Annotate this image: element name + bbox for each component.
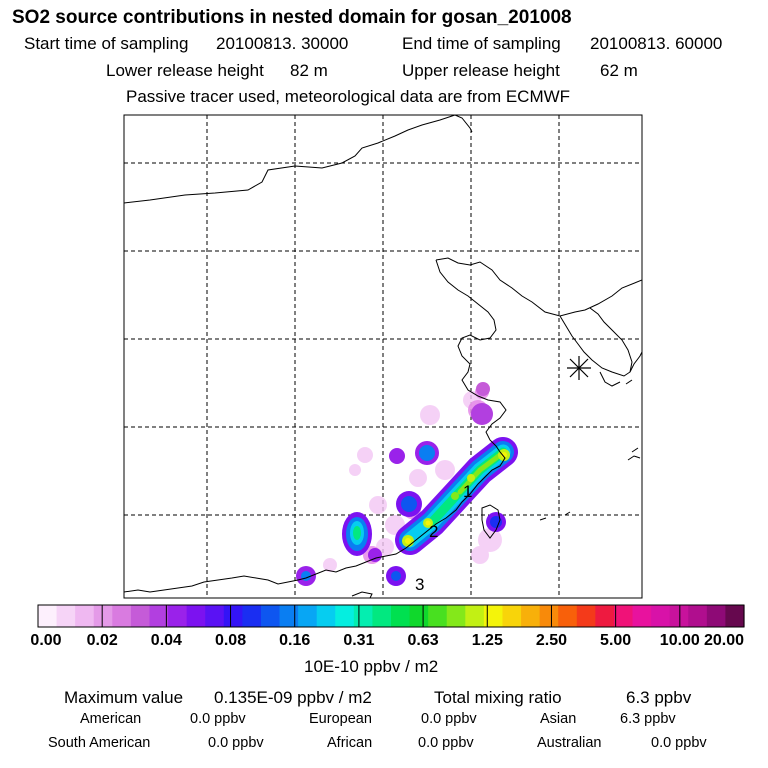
- colorbar-swatch: [539, 605, 559, 627]
- colorbar-tick-label: 0.16: [279, 632, 311, 649]
- region-south-american-value: 0.0 ppbv: [208, 735, 264, 751]
- colorbar-tick-label: 0.00: [30, 632, 62, 649]
- colorbar-swatch: [483, 605, 504, 627]
- start-time-label: Start time of sampling: [24, 34, 189, 53]
- colorbar-swatch: [186, 605, 206, 627]
- colorbar-swatch: [93, 605, 113, 627]
- colorbar-tick-label: 0.08: [214, 632, 247, 649]
- colorbar-swatch: [298, 605, 318, 627]
- colorbar-tick-label: 0.02: [86, 632, 118, 649]
- region-american-label: American: [80, 711, 142, 727]
- tracer-note: Passive tracer used, meteorological data…: [126, 87, 571, 106]
- colorbar-swatch: [335, 605, 355, 627]
- upper-height-label: Upper release height: [402, 61, 560, 80]
- colorbar: [37, 604, 745, 628]
- colorbar-frame: [37, 604, 745, 628]
- colorbar-tick-label: 1.25: [471, 632, 503, 649]
- colorbar-swatch: [428, 605, 448, 627]
- region-south-american-label: South American: [48, 735, 151, 751]
- total-mixing-value: 6.3 ppbv: [626, 688, 692, 707]
- region-european-value: 0.0 ppbv: [421, 711, 477, 727]
- map-frame: [123, 114, 643, 599]
- colorbar-swatch: [56, 605, 76, 627]
- colorbar-swatch: [316, 605, 336, 627]
- colorbar-swatch: [446, 605, 466, 627]
- colorbar-tick-label: 2.50: [535, 632, 568, 649]
- region-african-label: African: [327, 735, 373, 751]
- source-label-3: 3: [415, 575, 424, 594]
- colorbar-swatch: [205, 605, 225, 627]
- lower-height-label: Lower release height: [106, 61, 264, 80]
- colorbar-swatch: [279, 605, 299, 627]
- colorbar-swatch: [112, 605, 132, 627]
- start-time-value: 20100813. 30000: [216, 34, 349, 53]
- colorbar-swatch: [242, 605, 262, 627]
- region-european-label: European: [309, 711, 372, 727]
- colorbar-swatch: [465, 605, 485, 627]
- colorbar-swatch: [688, 605, 708, 627]
- colorbar-swatch: [223, 605, 243, 627]
- colorbar-swatch: [669, 605, 689, 627]
- colorbar-swatch: [353, 605, 374, 627]
- colorbar-swatch: [613, 605, 634, 627]
- colorbar-ticks: [101, 605, 681, 627]
- colorbar-swatch: [391, 605, 411, 627]
- colorbar-swatch: [260, 605, 281, 627]
- region-australian-value: 0.0 ppbv: [651, 735, 707, 751]
- colorbar-swatch: [558, 605, 578, 627]
- coastlines: [124, 115, 642, 598]
- region-asian-label: Asian: [540, 711, 577, 727]
- region-african-value: 0.0 ppbv: [418, 735, 474, 751]
- colorbar-unit: 10E-10 ppbv / m2: [304, 657, 439, 676]
- colorbar-tick-label: 20.00: [703, 632, 745, 649]
- region-asian-value: 6.3 ppbv: [620, 711, 676, 727]
- receptor-asterisk-icon: [567, 356, 591, 380]
- source-label-2: 2: [429, 522, 438, 541]
- max-value: 0.135E-09 ppbv / m2: [214, 688, 372, 707]
- upper-height-value: 62 m: [600, 61, 638, 80]
- colorbar-swatch: [372, 605, 392, 627]
- colorbar-tick-label: 0.63: [407, 632, 439, 649]
- region-australian-label: Australian: [537, 735, 602, 751]
- colorbar-swatch: [706, 605, 727, 627]
- colorbar-swatch: [502, 605, 522, 627]
- colorbar-swatch: [409, 605, 429, 627]
- lat-lon-grid: [124, 115, 642, 598]
- source-label-1: 1: [463, 482, 472, 501]
- map-panel: 1 2 3: [124, 115, 642, 598]
- colorbar-swatch: [595, 605, 615, 627]
- colorbar-swatch: [651, 605, 671, 627]
- end-time-value: 20100813. 60000: [590, 34, 723, 53]
- colorbar-swatch: [149, 605, 169, 627]
- total-mixing-label: Total mixing ratio: [434, 688, 562, 707]
- colorbar-swatch: [725, 605, 745, 627]
- end-time-label: End time of sampling: [402, 34, 561, 53]
- region-american-value: 0.0 ppbv: [190, 711, 246, 727]
- figure-title: SO2 source contributions in nested domai…: [12, 7, 572, 28]
- colorbar-tick-label: 0.31: [343, 632, 375, 649]
- colorbar-swatch: [130, 605, 151, 627]
- colorbar-swatch: [521, 605, 541, 627]
- colorbar-tick-label: 10.00: [659, 632, 700, 649]
- concentration-field: [296, 382, 518, 586]
- colorbar-swatch: [168, 605, 188, 627]
- colorbar-swatch: [38, 605, 58, 627]
- colorbar-swatch: [576, 605, 596, 627]
- max-value-label: Maximum value: [64, 688, 184, 707]
- colorbar-swatch: [75, 605, 95, 627]
- colorbar-swatch: [632, 605, 652, 627]
- colorbar-tick-label: 0.04: [150, 632, 182, 649]
- lower-height-value: 82 m: [290, 61, 328, 80]
- colorbar-tick-label: 5.00: [600, 632, 632, 649]
